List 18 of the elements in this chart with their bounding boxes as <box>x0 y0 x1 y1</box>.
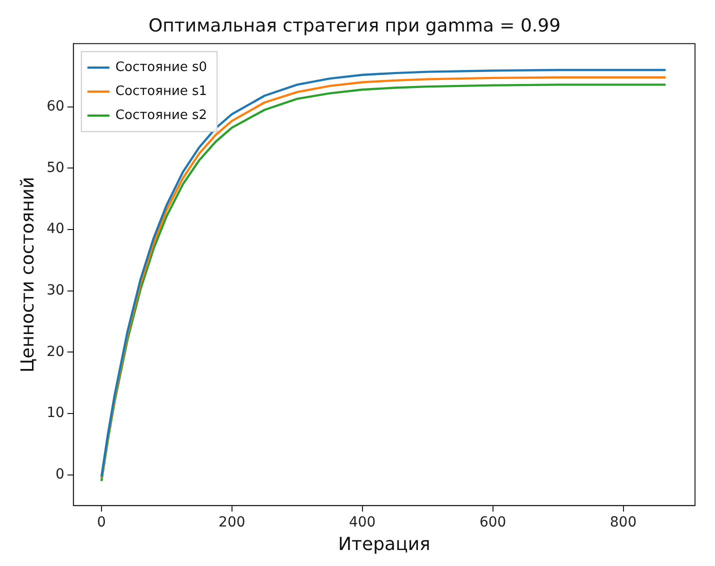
y-tick-label: 20 <box>46 344 64 360</box>
x-tick-label: 800 <box>610 514 637 531</box>
y-tick-label: 30 <box>46 282 64 298</box>
x-tick-label: 400 <box>348 514 376 531</box>
y-axis-title: Ценности состояний <box>17 176 38 372</box>
legend-label: Состояние s1 <box>115 84 208 99</box>
legend-label: Состояние s0 <box>115 60 208 75</box>
y-tick-label: 0 <box>55 466 64 483</box>
y-tick-label: 60 <box>46 98 64 114</box>
y-tick-label: 40 <box>46 221 64 238</box>
legend-label: Состояние s2 <box>115 108 208 123</box>
x-tick-label: 600 <box>479 514 506 531</box>
x-tick-label: 0 <box>97 514 106 531</box>
y-tick-label: 10 <box>46 405 64 422</box>
x-axis-title: Итерация <box>338 534 430 555</box>
chart-title: Оптимальная стратегия при gamma = 0.99 <box>148 15 561 36</box>
x-tick-label: 200 <box>218 514 246 531</box>
y-tick-label: 50 <box>46 160 64 176</box>
